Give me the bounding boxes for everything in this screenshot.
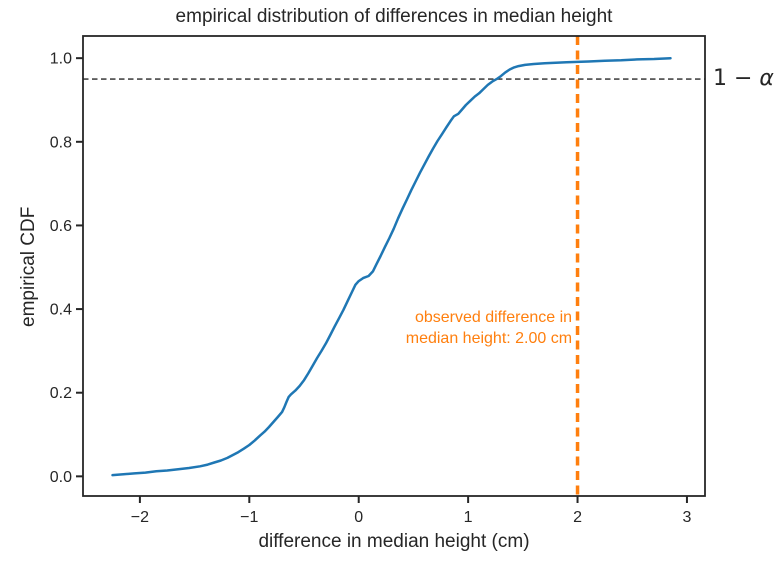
alpha-annotation: 1 − α — [713, 66, 774, 92]
y-tick-label: 0.6 — [50, 218, 72, 235]
observed-difference-annotation-line2: median height: 2.00 cm — [405, 329, 573, 347]
x-tick-label: −2 — [131, 509, 149, 526]
axes-box — [82, 35, 706, 497]
y-tick-label: 1.0 — [50, 51, 72, 68]
alpha-symbol: α — [759, 66, 774, 92]
alpha-annotation-prefix: 1 − — [713, 66, 760, 92]
y-tick-label: 0.2 — [50, 385, 72, 402]
x-tick-label: 0 — [354, 509, 363, 526]
ecdf-curve — [111, 56, 672, 477]
x-tick-label: 2 — [573, 509, 582, 526]
chart-title: empirical distribution of differences in… — [175, 6, 613, 27]
x-axis-label: difference in median height (cm) — [258, 531, 530, 552]
observed-difference-annotation-line1: observed difference in — [414, 308, 573, 326]
y-tick-label: 0.8 — [50, 134, 72, 151]
y-tick-label: 0.4 — [50, 302, 72, 319]
observed-difference-annotation: observed difference in median height: 2.… — [406, 307, 572, 349]
x-tick-label: −1 — [240, 509, 258, 526]
x-tick-label: 1 — [464, 509, 473, 526]
y-tick-label: 0.0 — [50, 469, 72, 486]
x-tick-label: 3 — [682, 509, 691, 526]
